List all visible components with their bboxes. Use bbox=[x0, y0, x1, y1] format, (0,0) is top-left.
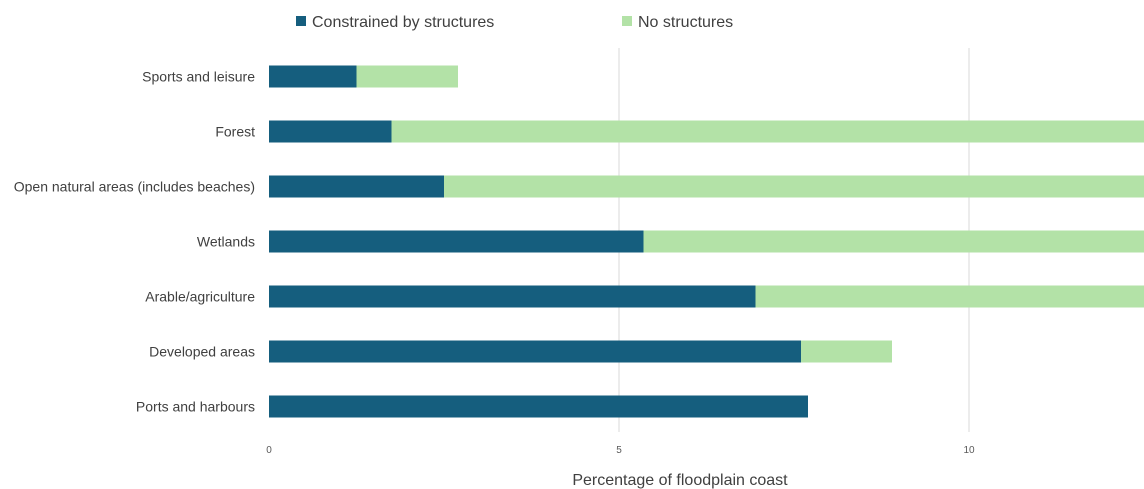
x-tick-label: 10 bbox=[963, 445, 975, 456]
category-label: Ports and harbours bbox=[136, 399, 255, 415]
category-label: Sports and leisure bbox=[142, 69, 255, 85]
bar-segment-no-structures bbox=[801, 340, 892, 363]
legend-swatch bbox=[296, 16, 306, 26]
category-label: Wetlands bbox=[197, 234, 255, 250]
category-label: Developed areas bbox=[149, 344, 255, 360]
bar-segment-no-structures bbox=[444, 175, 1144, 198]
category-label: Arable/agriculture bbox=[145, 289, 255, 305]
category-labels: Sports and leisure Forest Open natural are… bbox=[14, 69, 255, 415]
legend: Constrained by structures No structures bbox=[296, 14, 733, 31]
x-tick-labels: 0510152025 bbox=[266, 445, 975, 456]
category-label: Open natural areas (includes beaches) bbox=[14, 179, 255, 195]
bar-segment-no-structures bbox=[391, 120, 1144, 143]
bar-segment-no-structures bbox=[755, 285, 1144, 308]
legend-label: No structures bbox=[638, 14, 733, 31]
bar-segment-constrained bbox=[269, 230, 644, 253]
bar-segment-constrained bbox=[269, 395, 808, 418]
bar-segment-no-structures bbox=[643, 230, 1144, 253]
category-label: Forest bbox=[215, 124, 255, 140]
bar-segment-constrained bbox=[269, 175, 444, 198]
x-tick-label: 0 bbox=[266, 445, 272, 456]
bar-segment-no-structures bbox=[356, 65, 458, 88]
legend-label: Constrained by structures bbox=[312, 14, 494, 31]
bar-segment-constrained bbox=[269, 340, 801, 363]
bar-segment-constrained bbox=[269, 120, 392, 143]
legend-swatch bbox=[622, 16, 632, 26]
bar-segment-constrained bbox=[269, 65, 357, 88]
bar-segment-constrained bbox=[269, 285, 756, 308]
bars bbox=[269, 65, 1144, 418]
x-axis-title: Percentage of floodplain coast bbox=[572, 472, 788, 489]
x-tick-label: 5 bbox=[616, 445, 622, 456]
